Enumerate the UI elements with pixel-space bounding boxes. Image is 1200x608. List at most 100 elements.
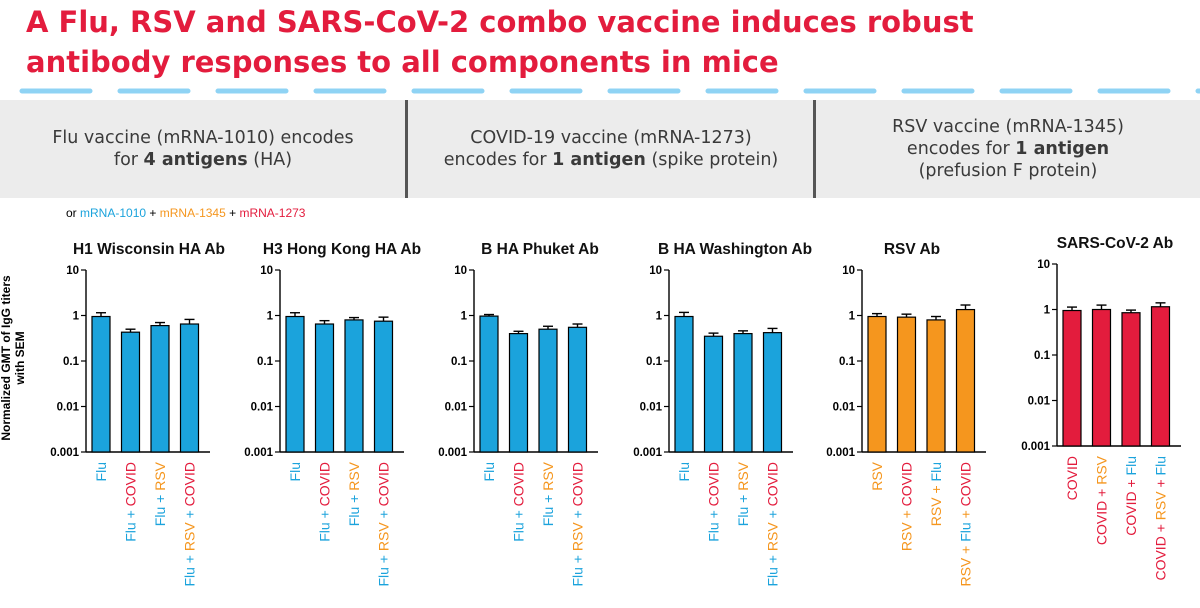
- x-tick-label: Flu + RSV + COVID: [570, 462, 586, 587]
- y-tick-label: 0.01: [640, 402, 663, 414]
- x-tick-label-segment: RSV: [1094, 455, 1110, 484]
- slide-title-line-1: A Flu, RSV and SARS-CoV-2 combo vaccine …: [26, 5, 974, 39]
- y-tick-label: 10: [454, 265, 467, 277]
- y-tick-label: 0.01: [833, 402, 856, 414]
- chart-title: RSV Ab: [884, 241, 940, 258]
- bar: [1091, 308, 1112, 447]
- vaccine-banner: Flu vaccine (mRNA-1010) encodes for 4 an…: [0, 100, 1200, 198]
- y-tick-label: 0.01: [445, 402, 468, 414]
- chart-panel: H1 Wisconsin HA Ab1010.10.010.001FluFlu …: [50, 241, 225, 587]
- bar: [150, 324, 170, 453]
- x-tick-label: Flu + RSV: [346, 461, 362, 526]
- x-tick-label-segment: +: [152, 491, 168, 507]
- bar: [926, 319, 946, 453]
- y-tick-label: 0.1: [839, 356, 856, 368]
- x-tick-label: Flu + COVID: [317, 462, 333, 542]
- chart-title: H1 Wisconsin HA Ab: [73, 241, 225, 258]
- bar: [314, 323, 335, 453]
- x-tick-label-segment: COVID: [376, 462, 392, 506]
- flu-panel-line-2: for 4 antigens (HA): [113, 150, 293, 170]
- y-tick-label: 1: [849, 311, 856, 323]
- banner-divider: [405, 100, 408, 198]
- x-tick-label-segment: RSV: [735, 461, 751, 490]
- covid-panel-line-1: COVID-19 vaccine (mRNA-1273): [470, 128, 752, 148]
- y-tick-label: 0.001: [826, 447, 855, 459]
- x-tick-label: RSV + COVID: [899, 462, 915, 551]
- bar: [285, 315, 305, 453]
- x-tick-label-segment: +: [540, 491, 556, 507]
- x-tick-label: RSV: [869, 461, 885, 490]
- banner-divider: [813, 100, 816, 198]
- x-tick-label-segment: COVID: [1064, 456, 1080, 500]
- x-tick-label: Flu + RSV: [540, 461, 556, 526]
- x-tick-label-segment: Flu: [958, 522, 974, 541]
- x-tick-label: Flu: [481, 462, 497, 481]
- y-tick-label: 0.001: [633, 447, 662, 459]
- x-tick-label-segment: Flu: [481, 462, 497, 481]
- x-tick-label-segment: COVID: [570, 462, 586, 506]
- x-tick-label-segment: Flu: [287, 462, 303, 481]
- rsv-vaccine-panel: RSV vaccine (mRNA-1345) encodes for 1 an…: [816, 100, 1200, 198]
- x-tick-label-segment: +: [346, 491, 362, 507]
- bar: [91, 315, 111, 453]
- bar: [120, 331, 141, 453]
- x-tick-label-segment: Flu: [765, 567, 781, 586]
- x-tick-label-segment: +: [706, 506, 722, 522]
- y-tick-label: 10: [1037, 259, 1050, 271]
- bar: [674, 315, 694, 453]
- x-tick-label-segment: Flu: [182, 567, 198, 586]
- chart-panel: B HA Washington Ab1010.10.010.001FluFlu …: [633, 241, 812, 587]
- x-tick-label-segment: +: [376, 551, 392, 567]
- x-tick-label-segment: COVID: [706, 462, 722, 506]
- x-tick-label-segment: +: [765, 551, 781, 567]
- x-tick-label-segment: +: [123, 506, 139, 522]
- y-tick-label: 10: [842, 265, 855, 277]
- x-tick-label-segment: Flu: [346, 507, 362, 526]
- x-tick-label-segment: Flu: [93, 462, 109, 481]
- x-tick-label: Flu + COVID: [706, 462, 722, 542]
- legend-rsv: mRNA-1345: [159, 206, 226, 220]
- bar: [1062, 309, 1082, 447]
- x-tick-label-segment: +: [928, 481, 944, 497]
- bar: [867, 315, 887, 453]
- y-tick-label: 0.001: [1021, 441, 1050, 453]
- x-tick-label: Flu + RSV + COVID: [182, 462, 198, 587]
- slide-title: A Flu, RSV and SARS-CoV-2 combo vaccine …: [26, 2, 1186, 82]
- covid-vaccine-panel: COVID-19 vaccine (mRNA-1273) encodes for…: [408, 100, 814, 198]
- x-tick-label-segment: COVID: [765, 462, 781, 506]
- y-tick-label: 0.1: [257, 356, 274, 368]
- x-tick-label-segment: +: [735, 491, 751, 507]
- x-tick-label: COVID + Flu: [1123, 456, 1139, 536]
- x-tick-label-segment: +: [511, 506, 527, 522]
- chart-panel: H3 Hong Kong HA Ab1010.10.010.001FluFlu …: [244, 241, 421, 587]
- x-tick-label-segment: RSV: [182, 522, 198, 551]
- covid-panel-line-2: encodes for 1 antigen (spike protein): [443, 150, 779, 170]
- x-tick-label-segment: +: [765, 506, 781, 522]
- x-tick-label-segment: +: [182, 506, 198, 522]
- bar: [1150, 306, 1171, 447]
- x-tick-label: Flu + COVID: [123, 462, 139, 542]
- slide-title-line-2: antibody responses to all components in …: [26, 45, 779, 79]
- flu-vaccine-panel: Flu vaccine (mRNA-1010) encodes for 4 an…: [0, 100, 406, 198]
- x-tick-label-segment: Flu: [706, 522, 722, 541]
- y-tick-label: 10: [66, 265, 79, 277]
- legend-flu: mRNA-1010: [80, 206, 147, 220]
- x-tick-label-segment: +: [570, 506, 586, 522]
- y-tick-label: 0.1: [451, 356, 468, 368]
- x-tick-label-segment: COVID: [899, 462, 915, 506]
- x-tick-label-segment: Flu: [928, 462, 944, 481]
- x-tick-label-segment: Flu: [735, 507, 751, 526]
- x-tick-label-segment: Flu: [317, 522, 333, 541]
- bar: [479, 315, 499, 453]
- bar: [373, 320, 394, 453]
- x-tick-label-segment: RSV: [869, 461, 885, 490]
- x-tick-label-segment: +: [1123, 475, 1139, 491]
- y-axis-label: Normalized GMT of IgG titerswith SEM: [0, 275, 27, 441]
- y-tick-label: 1: [1044, 305, 1051, 317]
- chart-title: B HA Washington Ab: [658, 241, 812, 258]
- x-tick-label-segment: Flu: [570, 567, 586, 586]
- y-tick-label: 1: [73, 311, 80, 323]
